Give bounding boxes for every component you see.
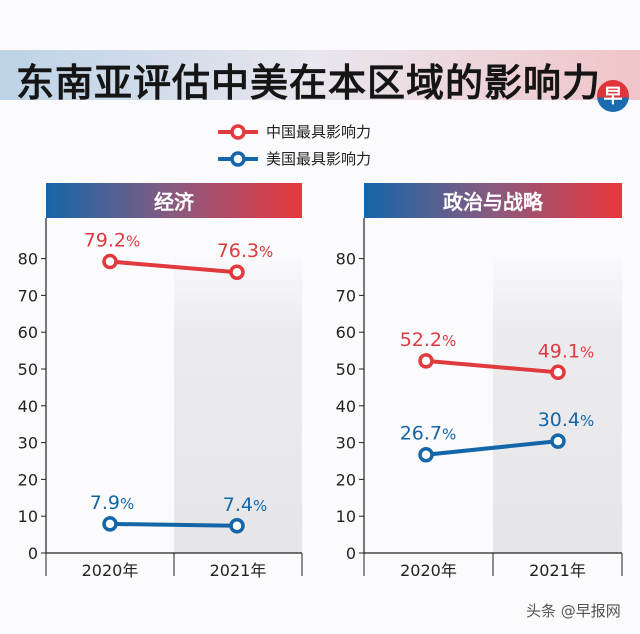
chart-panel-2: 政治与战略 0 10 20 30 40 50 60 70 80 2020年 2021年 52.2% 49.… [336,183,623,580]
y-tick-label: 50 [18,360,38,379]
data-point [418,353,434,369]
data-point [229,264,245,280]
data-label: 7.9% [90,492,134,514]
legend-item-china: 中国最具影响力 [216,118,371,145]
x-tick-label: 2021年 [210,561,267,580]
data-label: 49.1% [538,340,595,362]
x-tick-label: 2021年 [529,561,586,580]
data-point [550,433,566,449]
data-point [102,516,118,532]
watermark: 头条 @早报网 [526,602,621,620]
data-label: 52.2% [400,329,457,351]
legend-marker-china-icon [218,123,258,140]
data-point [550,364,566,381]
shaded-region-2021 [493,250,622,553]
data-label: 26.7% [400,423,457,445]
y-tick-label: 30 [18,434,38,453]
page-title: 东南亚评估中美在本区域的影响力 [16,61,602,105]
panel-title: 政治与战略 [443,190,544,214]
title-band [0,50,640,100]
y-tick-label: 70 [18,286,38,305]
panel-header [364,183,622,218]
series-line [109,521,238,528]
y-tick-label: 10 [18,507,38,526]
y-tick-label: 30 [336,434,356,453]
data-label: 76.3% [217,240,274,262]
y-tick-label: 80 [18,250,38,269]
series-line [425,358,559,375]
y-tick-label: 60 [18,323,38,342]
y-tick-label: 0 [346,544,356,563]
data-point [229,518,245,534]
data-label: 79.2% [84,230,141,252]
x-tick-label: 2020年 [82,561,139,580]
y-tick-label: 20 [336,470,356,489]
data-label: 30.4% [538,409,595,431]
y-tick-label: 40 [336,397,356,416]
chart-panel-1: 经济 0 10 20 30 40 50 60 70 80 2020年 2021年 79.2% 76.3% 7… [18,183,303,580]
y-tick-label: 20 [18,470,38,489]
legend: 中国最具影响力 美国最具影响力 [216,118,371,172]
legend-label-china: 中国最具影响力 [266,123,372,141]
shaded-region-2021 [174,250,302,553]
legend-label-usa: 美国最具影响力 [266,150,372,168]
panel-title: 经济 [154,190,195,214]
series-line [425,439,559,457]
series-line [109,259,238,275]
data-point [418,446,434,463]
y-tick-label: 0 [28,544,38,563]
data-label: 7.4% [223,494,267,516]
zaobao-logo: 早 [597,80,629,112]
y-tick-label: 40 [18,397,38,416]
data-point [102,253,118,270]
y-tick-label: 50 [336,360,356,379]
x-tick-label: 2020年 [400,561,457,580]
panel-header [46,183,302,218]
legend-marker-usa-icon [218,150,258,167]
y-tick-label: 10 [336,507,356,526]
y-tick-label: 80 [336,250,356,269]
y-tick-label: 60 [336,323,356,342]
y-tick-label: 70 [336,286,356,305]
legend-item-usa: 美国最具影响力 [216,145,371,172]
